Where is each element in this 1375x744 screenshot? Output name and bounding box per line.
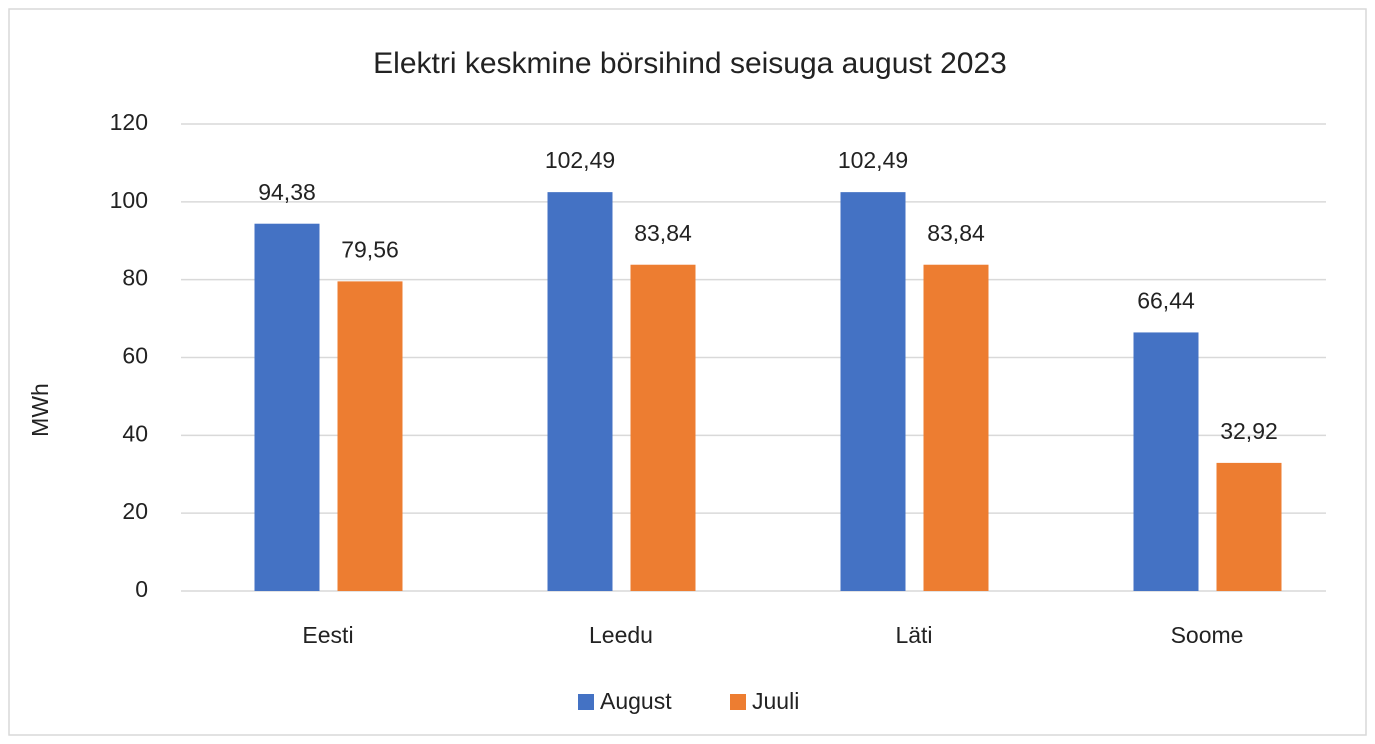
y-tick-label: 0: [135, 576, 148, 602]
y-axis-label: MWh: [27, 383, 53, 437]
bar: [1133, 332, 1199, 591]
data-label: 83,84: [927, 220, 985, 246]
legend-swatch: [730, 694, 746, 710]
y-tick-label: 20: [122, 498, 148, 524]
y-tick-label: 80: [122, 265, 148, 291]
bar: [840, 192, 906, 592]
legend-swatch: [578, 694, 594, 710]
bar: [337, 281, 403, 591]
data-label: 102,49: [838, 147, 908, 173]
bar: [923, 264, 989, 591]
data-label: 102,49: [545, 147, 615, 173]
chart-title: Elektri keskmine börsihind seisuga augus…: [373, 47, 1007, 80]
y-tick-label: 100: [110, 187, 148, 213]
y-tick-label: 120: [110, 109, 148, 135]
bar: [1216, 462, 1282, 591]
bar: [547, 192, 613, 592]
x-tick-label: Läti: [895, 622, 932, 648]
y-tick-label: 40: [122, 420, 148, 446]
x-tick-label: Leedu: [589, 622, 653, 648]
data-label: 79,56: [341, 236, 399, 262]
y-tick-label: 60: [122, 343, 148, 369]
x-tick-label: Soome: [1171, 622, 1244, 648]
data-label: 94,38: [258, 179, 316, 205]
x-tick-label: Eesti: [302, 622, 353, 648]
legend-label: Juuli: [752, 688, 799, 714]
bar: [630, 264, 696, 591]
data-label: 32,92: [1220, 418, 1278, 444]
data-label: 66,44: [1137, 288, 1195, 314]
bar: [254, 223, 320, 591]
legend-label: August: [600, 688, 672, 714]
data-label: 83,84: [634, 220, 692, 246]
